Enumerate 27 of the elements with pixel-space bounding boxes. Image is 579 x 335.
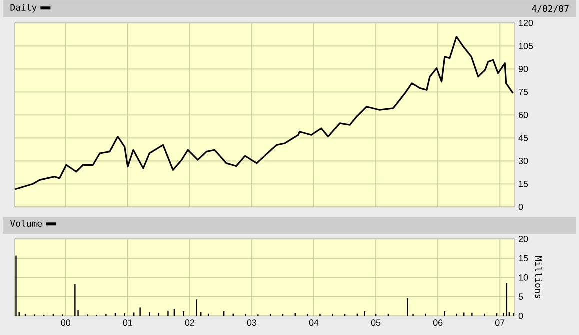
y-axis-title: Millions xyxy=(535,256,542,298)
y-tick-label: 60 xyxy=(518,112,528,118)
y-tick-label: 15 xyxy=(519,255,528,262)
y-tick-label: 10 xyxy=(519,274,528,281)
x-tick-label: 06 xyxy=(433,320,443,326)
x-tick-label: 04 xyxy=(309,320,319,326)
y-tick-label: 120 xyxy=(519,20,534,26)
y-tick-label: 105 xyxy=(519,42,534,50)
x-tick-label: 00 xyxy=(61,320,71,326)
y-tick-label: 30 xyxy=(518,158,528,164)
y-tick-label: 20 xyxy=(518,236,528,242)
x-tick-label: 03 xyxy=(247,320,257,326)
x-tick-label: 02 xyxy=(185,320,194,326)
y-tick-label: 15 xyxy=(519,180,528,188)
legend-label: Daily xyxy=(10,4,37,13)
text: 4/02/07 xyxy=(532,5,569,13)
y-tick-label: 45 xyxy=(518,134,528,142)
x-tick-label: 05 xyxy=(371,320,381,326)
line-series xyxy=(15,36,514,190)
y-tick-label: 5 xyxy=(518,294,524,300)
y-tick-label: 0 xyxy=(518,312,524,320)
x-tick-label: 07 xyxy=(495,320,505,326)
y-tick-label: 0 xyxy=(518,204,524,210)
legend-label: Volume xyxy=(10,220,42,227)
x-tick-label: 01 xyxy=(123,320,132,326)
y-tick-label: 90 xyxy=(518,66,528,72)
y-tick-label: 75 xyxy=(518,88,528,96)
